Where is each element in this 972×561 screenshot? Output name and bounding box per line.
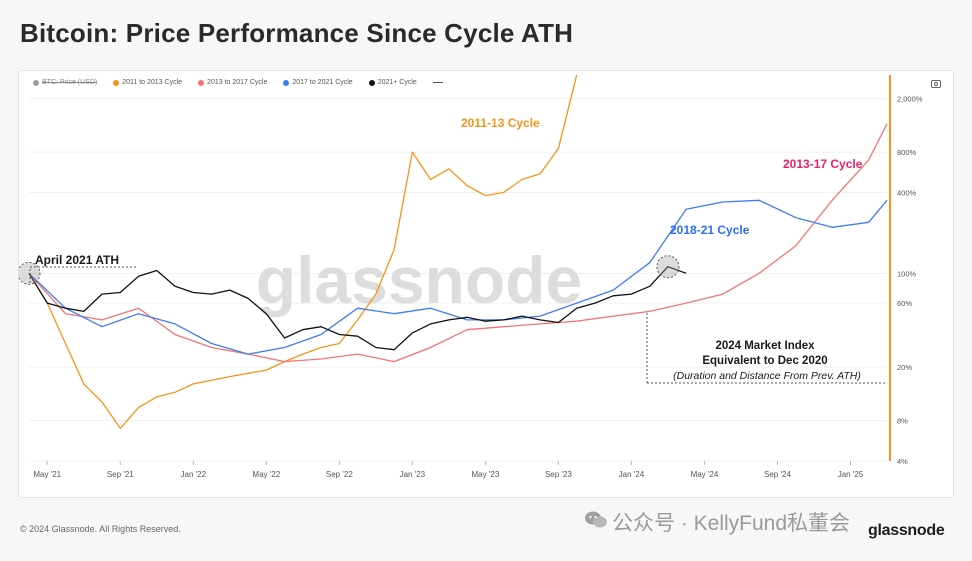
legend-label: 2013 to 2017 Cycle <box>207 79 268 86</box>
chart-card: BTC: Price (USD) 2011 to 2013 Cycle 2013… <box>18 70 954 498</box>
legend-item-2011-cycle[interactable]: 2011 to 2013 Cycle <box>113 79 182 86</box>
y-tick-label: 4% <box>897 457 908 466</box>
annotation-market-index-3: (Duration and Distance From Prev. ATH) <box>673 370 861 382</box>
legend-item-2013-cycle[interactable]: 2013 to 2017 Cycle <box>198 79 267 86</box>
chart-watermark: glassnode <box>256 243 582 317</box>
wechat-watermark: 公众号 · KellyFund私董会 <box>612 512 851 535</box>
brand-logo: glassnode <box>868 522 945 539</box>
chart-legend: BTC: Price (USD) 2011 to 2013 Cycle 2013… <box>33 79 443 86</box>
highlight-circle <box>656 255 680 279</box>
y-axis: 2,000% 800% 400% 100% 60% 20% 8% 4% <box>897 95 923 466</box>
legend-label: 2011 to 2013 Cycle <box>122 79 183 86</box>
label-2011-cycle: 2011-13 Cycle <box>461 116 540 130</box>
label-2013-cycle: 2013-17 Cycle <box>783 157 863 171</box>
wechat-icon <box>585 511 607 528</box>
x-tick-label: Sep '24 <box>764 470 791 479</box>
annotation-ath: April 2021 ATH <box>35 253 119 267</box>
x-tick-label: Jan '25 <box>838 470 864 479</box>
markers-group <box>19 255 680 285</box>
y-tick-label: 100% <box>897 269 917 278</box>
legend-label: BTC: Price (USD) <box>42 79 98 86</box>
page-title: Bitcoin: Price Performance Since Cycle A… <box>20 18 574 48</box>
x-tick-label: May '21 <box>33 470 61 479</box>
legend-more[interactable] <box>432 82 443 83</box>
legend-item-2017-cycle[interactable]: 2017 to 2021 Cycle <box>283 79 353 86</box>
y-tick-label: 20% <box>897 363 912 372</box>
x-tick-label: May '24 <box>691 470 719 479</box>
series-line-3 <box>28 266 687 351</box>
legend-item-btc-price[interactable]: BTC: Price (USD) <box>33 79 97 86</box>
legend-item-2021-cycle[interactable]: 2021+ Cycle <box>368 79 417 86</box>
x-tick-label: May '23 <box>472 470 500 479</box>
series-line-2 <box>28 199 888 355</box>
x-tick-label: Jan '22 <box>181 470 207 479</box>
annotation-market-index-2: Equivalent to Dec 2020 <box>702 355 827 367</box>
legend-swatch <box>113 79 120 86</box>
label-2018-cycle: 2018-21 Cycle <box>670 223 750 237</box>
legend-swatch <box>33 79 39 86</box>
x-axis: May '21 Sep '21 Jan '22 May '22 Sep '22 Jan '… <box>33 461 864 479</box>
y-axis-bar <box>889 75 891 461</box>
legend-swatch <box>198 79 205 86</box>
camera-icon[interactable] <box>931 80 941 88</box>
annotation-market-index-1: 2024 Market Index <box>715 340 815 352</box>
legend-label: 2021+ Cycle <box>377 79 417 86</box>
x-tick-label: Jan '23 <box>400 470 426 479</box>
series-line-0 <box>28 74 578 430</box>
series-line-1 <box>28 123 888 363</box>
x-tick-label: Jan '24 <box>619 470 645 479</box>
x-tick-label: May '22 <box>252 470 280 479</box>
legend-swatch <box>283 79 290 86</box>
chart-plot: glassnode May '21 Sep '21 Jan '22 May '22 Se… <box>19 74 923 479</box>
legend-dash-icon <box>432 82 443 83</box>
y-tick-label: 8% <box>897 417 908 426</box>
y-tick-label: 2,000% <box>897 95 923 104</box>
y-tick-label: 400% <box>897 188 917 197</box>
y-tick-label: 60% <box>897 299 912 308</box>
y-tick-label: 800% <box>897 148 917 157</box>
highlight-circle <box>19 261 41 285</box>
legend-label: 2017 to 2021 Cycle <box>292 79 353 86</box>
series-group <box>28 74 888 430</box>
x-tick-label: Sep '23 <box>545 470 572 479</box>
grid-lines <box>29 98 887 462</box>
x-tick-label: Sep '21 <box>107 470 134 479</box>
copyright: © 2024 Glassnode. All Rights Reserved. <box>20 524 181 534</box>
legend-swatch <box>368 79 375 86</box>
x-tick-label: Sep '22 <box>326 470 353 479</box>
